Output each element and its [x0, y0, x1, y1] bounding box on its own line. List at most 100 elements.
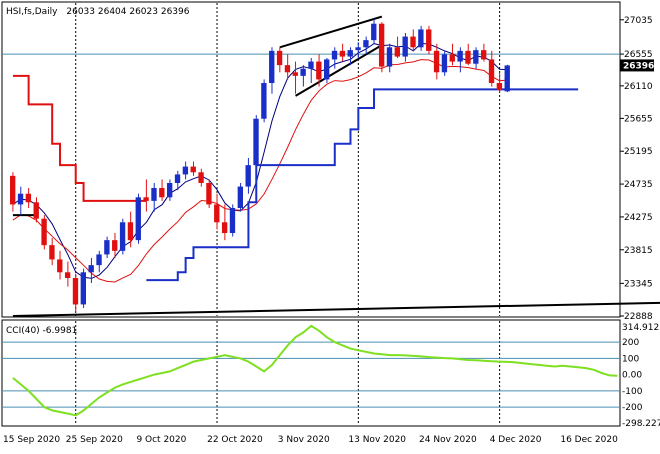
candle-bear: [316, 61, 322, 80]
long-term-trendline: [12, 301, 660, 317]
cci-tick-label: -298.227: [622, 419, 660, 429]
cci-layer: [2, 321, 620, 425]
ohlc-label: 26033 26404 26023 26396: [66, 7, 189, 17]
candle-bear: [410, 36, 416, 48]
candle-bull: [331, 50, 338, 60]
candle-bull: [371, 23, 377, 41]
candle-bull: [418, 29, 424, 48]
candle-bear: [496, 83, 503, 91]
stop-line-red: [12, 74, 147, 202]
trendline-upper: [279, 15, 383, 49]
candle-bull: [363, 40, 369, 48]
candle-bull: [457, 50, 463, 62]
candle-bull: [182, 166, 189, 175]
candle-bear: [159, 188, 165, 198]
date-tick-label: 3 Nov 2020: [278, 435, 330, 445]
candle-bear: [394, 47, 400, 57]
candle-bull: [229, 208, 236, 233]
candle-bull: [347, 50, 353, 57]
candle-bull: [308, 61, 314, 69]
candle-bear: [433, 50, 440, 73]
price-tick-label: 27035: [624, 16, 653, 26]
current-price-label: 26396: [623, 61, 654, 71]
candle-bull: [96, 254, 102, 266]
cci-line: [12, 324, 618, 417]
price-panel-frame: [1, 1, 621, 318]
date-tick-label: 15 Sep 2020: [3, 435, 60, 445]
candle-bull: [504, 65, 510, 92]
candle-bear: [214, 204, 220, 223]
candle-bear: [465, 50, 471, 64]
date-tick-label: 16 Dec 2020: [560, 435, 618, 445]
candle-bull: [441, 54, 448, 73]
symbol-label: HSI,fs,Daily: [6, 7, 58, 17]
candle-bull: [80, 272, 86, 305]
date-tick-label: 4 Dec 2020: [490, 435, 542, 445]
price-tick-label: 24735: [624, 180, 653, 190]
candle-bear: [339, 50, 346, 57]
candle-bull: [473, 50, 479, 64]
candle-bear: [57, 259, 63, 273]
candle-bear: [488, 59, 495, 83]
candle-bull: [245, 165, 251, 187]
cci-tick-label: 200: [622, 338, 639, 348]
candle-bear: [143, 197, 149, 201]
moving-average-slow-line: [12, 59, 508, 283]
candle-bear: [41, 218, 47, 246]
candle-bear: [112, 240, 118, 251]
candle-bull: [269, 50, 275, 83]
candle-bull: [253, 118, 259, 166]
current-price-box-bg: [620, 59, 654, 72]
candle-bull: [355, 47, 361, 51]
date-tick-label: 22 Oct 2020: [207, 435, 263, 445]
candle-bull: [17, 193, 24, 205]
candle-bull: [88, 265, 94, 273]
candle-bear: [10, 175, 16, 205]
candle-bull: [237, 186, 243, 208]
candle-bear: [64, 272, 71, 278]
candle-bull: [386, 47, 393, 67]
candle-bear: [284, 65, 291, 73]
current-price-box: 26396: [620, 59, 654, 72]
price-tick-label: 23815: [624, 246, 653, 256]
candle-bear: [221, 222, 228, 233]
price-tick-label: 26555: [624, 50, 653, 60]
date-tick-label: 9 Oct 2020: [136, 435, 186, 445]
candle-bear: [72, 278, 79, 305]
axis-layer: 27035 26555 26110 25655 25195 24735 24275 23815…: [3, 16, 660, 445]
candle-bear: [276, 50, 283, 66]
candle-bull: [167, 183, 173, 198]
price-tick-label: 22888: [624, 312, 653, 322]
cci-tick-label: 0.00: [622, 371, 642, 381]
candle-bull: [324, 59, 330, 80]
candle-bull: [402, 36, 408, 57]
candle-bear: [206, 183, 212, 205]
date-tick-label: 13 Nov 2020: [348, 435, 406, 445]
candle-bear: [481, 50, 487, 60]
candle-bull: [135, 197, 141, 241]
price-tick-label: 23345: [624, 279, 653, 289]
candle-bear: [49, 245, 55, 260]
candle-bear: [190, 166, 196, 173]
price-tick-label: 25655: [624, 114, 653, 124]
date-tick-label: 25 Sep 2020: [66, 435, 123, 445]
cci-panel-frame: [1, 319, 621, 427]
stop-line-blue: [146, 88, 579, 282]
price-tick-label: 25195: [624, 147, 653, 157]
candle-bull: [174, 174, 181, 183]
trendline-lower: [295, 44, 383, 97]
cci-tick-label: 314.9128: [622, 323, 660, 333]
candle-bull: [261, 83, 267, 119]
candle-bear: [127, 222, 134, 241]
cci-header: CCI(40) -6.9981: [6, 326, 77, 336]
candle-bull: [300, 68, 306, 76]
price-layer: [2, 3, 660, 317]
candle-bear: [198, 172, 204, 183]
price-tick-label: 26110: [624, 82, 653, 92]
candle-bear: [25, 193, 32, 203]
candle-bear: [449, 54, 455, 62]
date-tick-label: 24 Nov 2020: [419, 435, 477, 445]
price-tick-label: 24275: [624, 213, 653, 223]
